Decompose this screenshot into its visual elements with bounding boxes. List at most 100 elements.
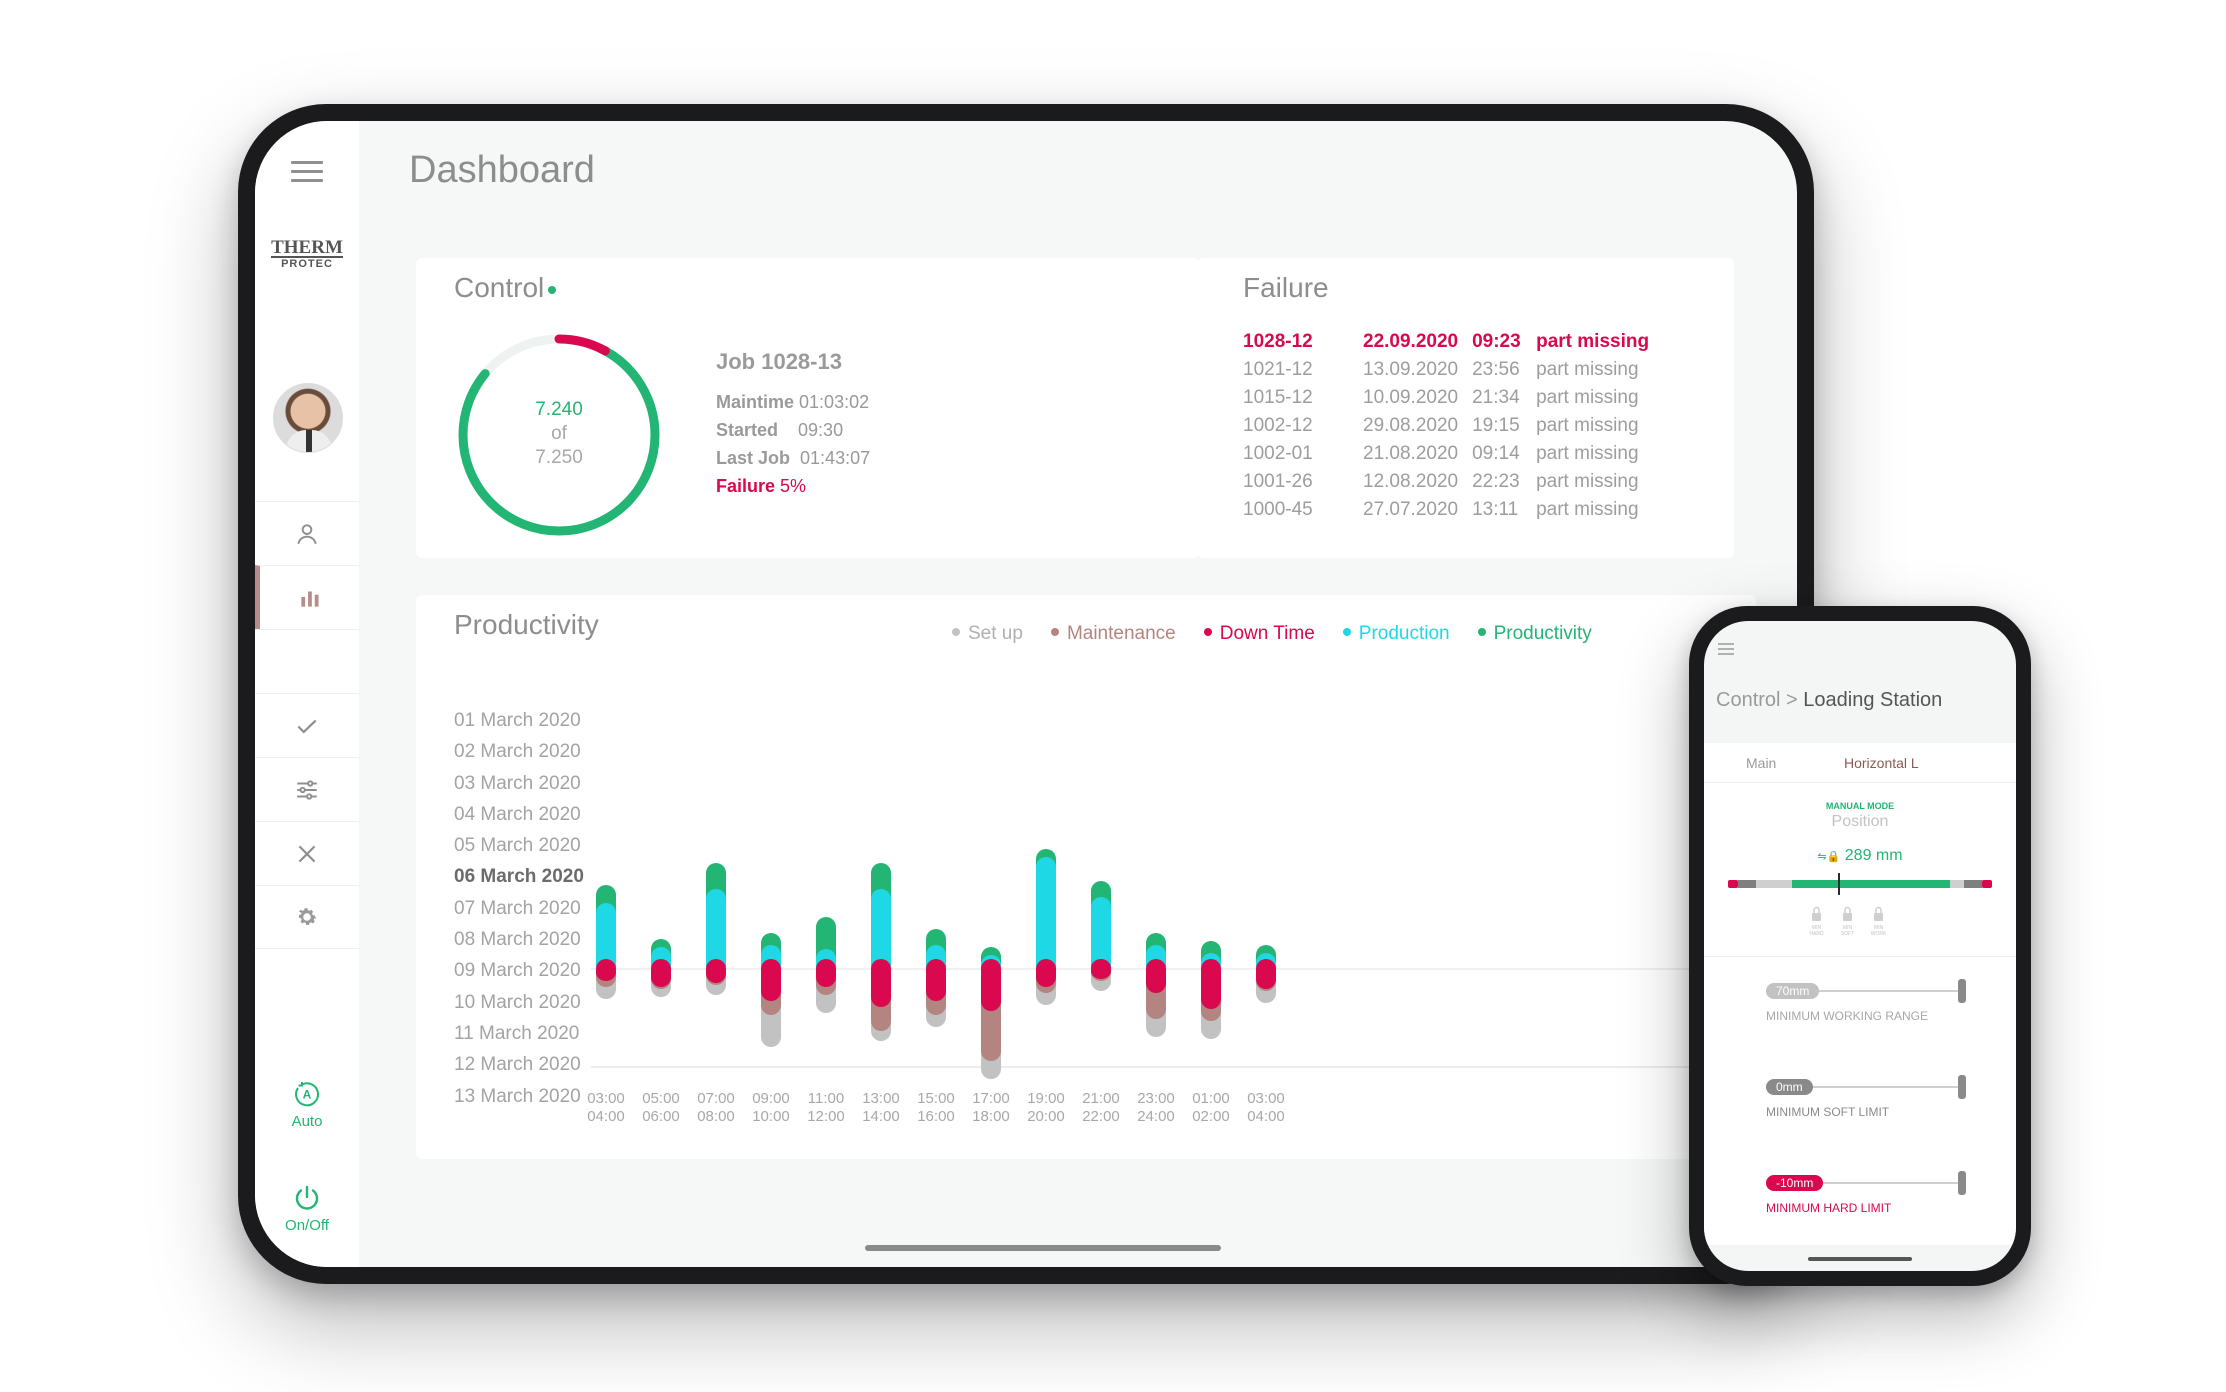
job-details: Job 1028-13 Maintime 01:03:02 Started 09… — [716, 348, 870, 500]
maintime-value: 01:03:02 — [799, 392, 870, 412]
avatar[interactable] — [273, 383, 343, 453]
failure-row[interactable]: 1028-12 22.09.2020 09:23 part missing — [1243, 328, 1663, 356]
failure-row[interactable]: 1002-01 21.08.2020 09:14 part missing — [1243, 440, 1663, 468]
date-item[interactable]: 02 March 2020 — [454, 741, 581, 763]
control-title: Control — [454, 272, 557, 304]
sidebar-item-close[interactable] — [255, 821, 359, 885]
failure-date: 22.09.2020 — [1363, 331, 1459, 352]
failure-date: 10.09.2020 — [1363, 387, 1459, 408]
legend-dot — [1050, 627, 1059, 636]
date-item[interactable]: 01 March 2020 — [454, 710, 581, 731]
limit-caption: MINIMUM WORKING RANGE — [1766, 1009, 1928, 1023]
failure-row[interactable]: 1001-26 12.08.2020 22:23 part missing — [1243, 468, 1663, 496]
bar-down-time-cap[interactable] — [596, 959, 616, 979]
limit-track[interactable] — [1766, 1086, 1962, 1088]
date-item[interactable]: 12 March 2020 — [454, 1054, 581, 1076]
home-indicator[interactable] — [865, 1245, 1221, 1251]
failure-time: 09:14 — [1472, 443, 1520, 464]
sidebar-item-settings[interactable] — [255, 885, 359, 949]
failure-value: 5% — [780, 476, 807, 496]
sidebar-item-settings-sliders[interactable] — [255, 757, 359, 821]
date-item[interactable]: 07 March 2020 — [454, 897, 581, 919]
failure-time: 13:11 — [1472, 499, 1519, 520]
failure-row[interactable]: 1015-12 10.09.2020 21:34 part missing — [1243, 384, 1663, 412]
limit-handle[interactable] — [1958, 1075, 1966, 1099]
x-tick-label-end: 02:00 — [1192, 1108, 1230, 1125]
bar-down-time-cap[interactable] — [1201, 959, 1221, 1007]
legend-item[interactable]: Down Time — [1203, 623, 1315, 645]
limit-row[interactable]: 0mm MINIMUM SOFT LIMIT — [1704, 1053, 2016, 1149]
date-item[interactable]: 05 March 2020 — [454, 835, 581, 857]
bar-down-time-cap[interactable] — [651, 959, 671, 985]
failure-title: Failure — [1243, 272, 1329, 303]
limit-track[interactable] — [1766, 1182, 1962, 1184]
legend-item[interactable]: Maintenance — [1050, 623, 1176, 645]
gauge-readout: 7.240 of 7.250 — [454, 398, 664, 470]
date-item[interactable]: 06 March 2020 — [454, 866, 584, 888]
breadcrumb-current: Loading Station — [1803, 689, 1943, 711]
legend-item[interactable]: Set up — [952, 623, 1023, 645]
sidebar-item-user[interactable] — [255, 501, 359, 565]
x-tick-label-start: 15:00 — [917, 1090, 955, 1107]
bar-down-time-cap[interactable] — [871, 959, 891, 1005]
date-item[interactable]: 04 March 2020 — [454, 803, 581, 825]
date-item[interactable]: 08 March 2020 — [454, 929, 581, 951]
date-item[interactable]: 09 March 2020 — [454, 960, 581, 982]
limit-handle[interactable] — [1958, 979, 1966, 1003]
bar-down-time-cap[interactable] — [926, 959, 946, 999]
bar-down-time-cap[interactable] — [761, 959, 781, 999]
legend-label: Productivity — [1493, 623, 1592, 644]
bar-down-time-cap[interactable] — [1146, 959, 1166, 991]
legend-dot — [1203, 627, 1212, 636]
failure-date: 12.08.2020 — [1363, 471, 1459, 492]
bar-production[interactable] — [706, 889, 726, 975]
bar-down-time-cap[interactable] — [1256, 959, 1276, 987]
date-item[interactable]: 13 March 2020 — [454, 1085, 581, 1107]
legend-item[interactable]: Productivity — [1477, 623, 1592, 645]
date-item[interactable]: 10 March 2020 — [454, 991, 581, 1013]
legend-item[interactable]: Production — [1342, 623, 1450, 645]
job-progress-gauge — [458, 334, 660, 536]
bar-production[interactable] — [1091, 897, 1111, 975]
sidebar-item-check[interactable] — [255, 693, 359, 757]
bar-production[interactable] — [1036, 857, 1056, 975]
bar-down-time-cap[interactable] — [981, 959, 1001, 1009]
failure-card: Failure 1028-12 22.09.2020 09:23 part missi… — [1198, 258, 1734, 558]
lock-label: HARD — [1809, 931, 1824, 937]
limit-list: 70mm MINIMUM WORKING RANGE 0mm MINIMUM SOFT… — [1704, 957, 2016, 1245]
breadcrumb-parent[interactable]: Control — [1716, 689, 1781, 711]
bar-down-time-cap[interactable] — [1036, 959, 1056, 985]
x-tick-label-start: 13:00 — [862, 1090, 900, 1107]
bar-production[interactable] — [871, 889, 891, 975]
position-value-text: 289 mm — [1844, 847, 1903, 864]
failure-row[interactable]: 1000-45 27.07.2020 13:11 part missing — [1243, 496, 1663, 524]
productivity-chart: 03:0004:0005:0006:0007:0008:0009:0010:00… — [587, 849, 1736, 1125]
failure-row[interactable]: 1021-12 13.09.2020 23:56 part missing — [1243, 356, 1663, 384]
legend-label: Production — [1358, 623, 1450, 644]
limit-handle[interactable] — [1958, 1171, 1966, 1195]
limit-row[interactable]: -10mm MINIMUM HARD LIMIT — [1704, 1149, 2016, 1245]
breadcrumb-separator: > — [1786, 689, 1798, 711]
on-off-button[interactable]: On/Off — [255, 1183, 359, 1234]
bar-down-time-cap[interactable] — [1091, 959, 1111, 977]
phone-home-indicator[interactable] — [1808, 1257, 1912, 1261]
tab-horizontal-l[interactable]: Horizontal L — [1844, 755, 1919, 771]
auto-mode-button[interactable]: A Auto — [255, 1079, 359, 1130]
phone-hamburger-menu-icon[interactable] — [1718, 643, 1734, 658]
hamburger-menu-icon[interactable] — [291, 161, 323, 183]
bar-chart-icon — [300, 591, 319, 607]
gear-icon — [298, 908, 317, 926]
failure-row[interactable]: 1002-12 29.08.2020 19:15 part missing — [1243, 412, 1663, 440]
bar-production[interactable] — [596, 903, 616, 975]
limit-track[interactable] — [1766, 990, 1962, 992]
sidebar-item-statistics[interactable] — [255, 565, 359, 629]
date-item[interactable]: 03 March 2020 — [454, 772, 581, 794]
bar-down-time-cap[interactable] — [706, 959, 726, 981]
limit-row[interactable]: 70mm MINIMUM WORKING RANGE — [1704, 957, 2016, 1053]
dashboard-screen: THERM PROTEC — [255, 121, 1797, 1267]
tab-main[interactable]: Main — [1746, 755, 1777, 771]
x-tick-label-start: 19:00 — [1027, 1090, 1065, 1107]
bar-down-time-cap[interactable] — [816, 959, 836, 985]
date-item[interactable]: 11 March 2020 — [454, 1022, 580, 1044]
